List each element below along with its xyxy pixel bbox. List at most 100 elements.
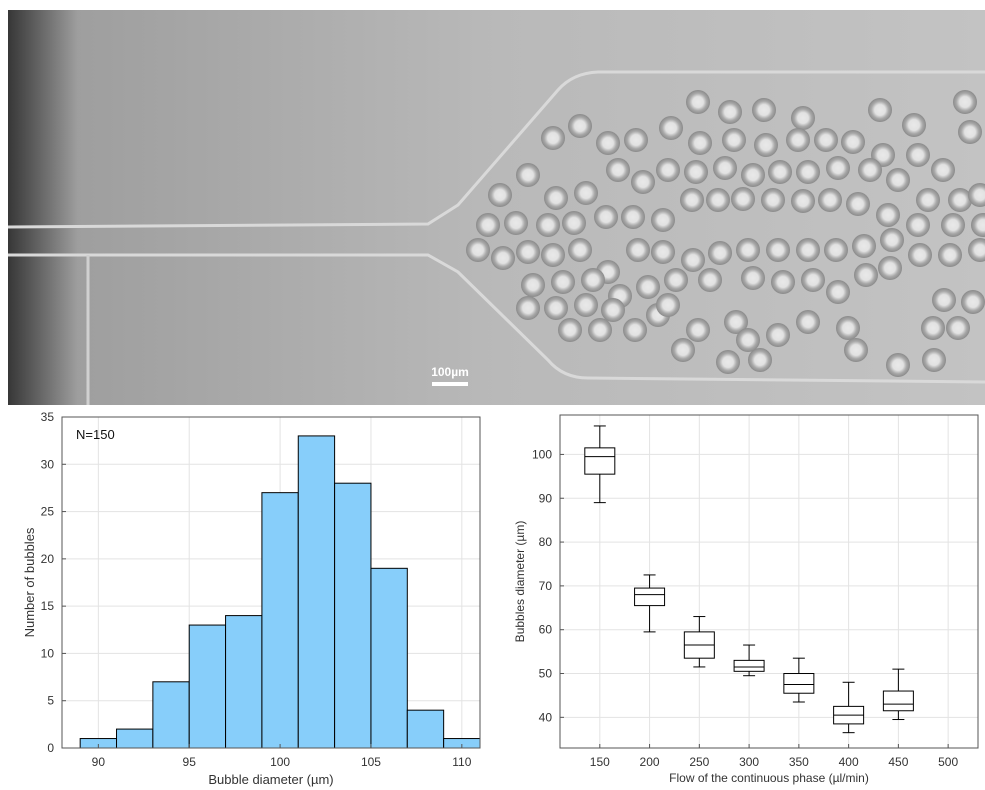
bubble [752,98,776,122]
bubble [684,160,708,184]
bubble [824,238,848,262]
bubble [841,130,865,154]
x-tick-label: 250 [689,755,709,769]
bubble [880,228,904,252]
microscope-image: 100µm [8,10,985,405]
bubble [968,183,985,207]
bubble [664,268,688,292]
histogram-y-axis-label: Number of bubbles [22,527,37,637]
histogram-bar [116,728,154,749]
bubble [906,213,930,237]
bubble [801,268,825,292]
bubble [852,234,876,258]
channel-outline [8,70,985,229]
histogram-chart: 90 95 100 105 110 0 5 10 15 20 25 30 35 N=150 Bubbl… [22,410,481,787]
bubble [544,296,568,320]
bubble [581,268,605,292]
boxplot-grid [560,415,978,748]
bubble [491,246,515,270]
histogram-plot-frame [61,416,481,749]
bubble [623,318,647,342]
bubble [826,280,850,304]
iqr-box [634,587,666,607]
iqr-box [584,447,616,475]
bubble [686,90,710,114]
bubble [681,248,705,272]
x-tick-label: 400 [839,755,859,769]
bubble [624,128,648,152]
y-tick-label: 80 [539,535,553,549]
scale-bar-label: 100µm [431,365,469,379]
bubble [786,128,810,152]
y-tick-label: 100 [532,447,552,461]
y-tick-label: 35 [41,410,55,424]
bubble [761,188,785,212]
bubble [846,192,870,216]
bubble [621,205,645,229]
boxplot-boxes [584,425,914,734]
box-item [833,681,865,734]
bubble [541,126,565,150]
bubble [968,238,985,262]
bubble [908,243,932,267]
bubble [796,310,820,334]
bubble [868,98,892,122]
boxplot-x-ticks: 150 200 250 300 350 400 450 500 [590,744,958,769]
bubble [516,296,540,320]
bubble [796,238,820,262]
bubble [766,323,790,347]
y-tick-label: 10 [41,646,55,660]
bubble [922,348,946,372]
y-tick-label: 60 [539,623,553,637]
x-tick-label: 90 [92,755,106,769]
histogram-bar [225,615,263,749]
x-tick-label: 150 [590,755,610,769]
bubble [796,160,820,184]
histogram-bar [370,567,408,749]
bubble [902,113,926,137]
bubble [931,158,955,182]
bubble [671,338,695,362]
box-item [634,574,666,633]
bubble [814,128,838,152]
bubble [748,348,772,372]
bubble [826,156,850,180]
bubble [651,240,675,264]
histogram-annotation: N=150 [76,427,115,442]
x-tick-label: 500 [938,755,958,769]
bubble [886,353,910,377]
bubble [958,120,982,144]
histogram-x-ticks: 90 95 100 105 110 [92,744,472,769]
histogram-x-axis-label: Bubble diameter (µm) [208,772,333,787]
bubble [736,328,760,352]
x-tick-label: 450 [888,755,908,769]
bubble [766,238,790,262]
histogram-bar [406,709,445,749]
histogram-bars [79,435,481,749]
bubble [718,100,742,124]
y-tick-label: 90 [539,491,553,505]
histogram-bar [188,624,227,749]
bubble [558,318,582,342]
bubble [562,211,586,235]
bubble [836,316,860,340]
y-tick-label: 15 [41,599,55,613]
bubble [741,163,765,187]
histogram-y-ticks: 0 5 10 15 20 25 30 35 [41,410,66,755]
boxplot-x-axis-label: Flow of the continuous phase (µl/min) [669,771,869,785]
bubble [504,211,528,235]
x-tick-label: 95 [183,755,197,769]
y-tick-label: 0 [47,741,54,755]
bubble [680,188,704,212]
iqr-box [733,659,765,672]
histogram-bar [261,492,299,749]
bubble [541,243,565,267]
bubble [516,240,540,264]
bubble [568,114,592,138]
bubble [488,183,512,207]
bubble [858,158,882,182]
bubble [731,187,755,211]
bubble [791,189,815,213]
bubble [854,263,878,287]
histogram-bar [152,681,190,749]
